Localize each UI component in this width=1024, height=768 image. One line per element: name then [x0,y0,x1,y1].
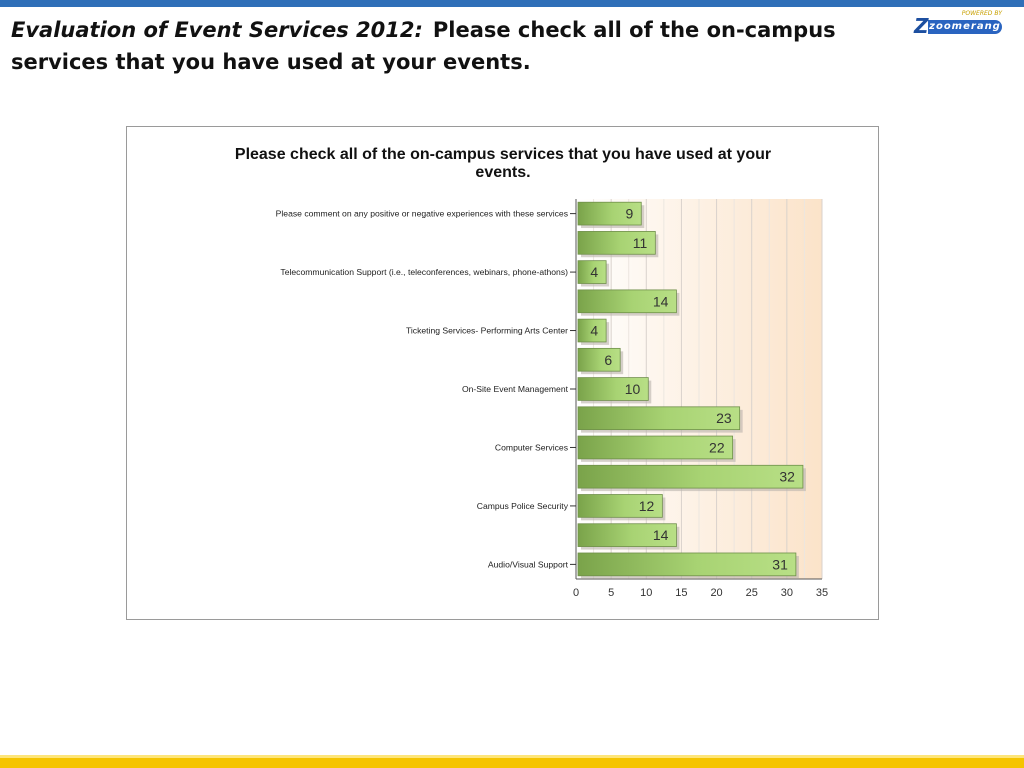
bar-value-label: 12 [639,498,655,514]
bar-value-label: 4 [590,264,598,280]
logo-mark: Z [914,14,929,38]
x-tick-label: 0 [573,587,579,599]
logo-tagline: POWERED BY [961,10,1002,17]
x-tick-label: 20 [710,587,722,599]
bar-value-label: 11 [633,235,648,251]
x-tick-label: 5 [608,587,614,599]
category-label: Please comment on any positive or negati… [276,209,568,219]
chart-title: Please check all of the on-campus servic… [235,146,771,181]
top-accent-bar [0,0,1024,7]
x-tick-label: 35 [816,587,828,599]
category-label: Ticketing Services- Performing Arts Cent… [406,326,568,336]
bar [577,523,677,547]
category-label: Telecommunication Support (i.e., telecon… [280,267,568,277]
bar [577,318,607,343]
bar [577,289,677,314]
bar [577,435,734,460]
bar-value-label: 31 [772,556,788,572]
bar-value-label: 4 [590,323,598,339]
slide-title-rest: Please check all of the on-campus servic… [11,18,836,74]
bar-chart: Please check all of the on-campus servic… [235,146,828,599]
x-tick-label: 25 [746,587,758,599]
logo-wordmark: zoomerang [928,20,1002,34]
bottom-accent-bar [0,755,1024,768]
slide-title: Evaluation of Event Services 2012: Please… [11,14,891,78]
bar [577,494,663,518]
bar [577,347,621,372]
bar-value-label: 9 [625,206,633,222]
bar-value-label: 22 [709,439,725,455]
bar [577,406,741,431]
bar [577,260,607,284]
x-tick-label: 30 [781,587,793,599]
zoomerang-logo: POWERED BY zoomerang Z [914,10,1004,38]
bar-value-label: 23 [716,410,732,426]
slide-title-lead: Evaluation of Event Services 2012: [11,18,423,42]
bar [577,464,804,489]
bar-value-label: 14 [653,527,669,543]
chart-frame: Please check all of the on-campus servic… [126,126,879,620]
category-label: Computer Services [495,442,568,452]
category-label: Audio/Visual Support [488,559,569,569]
x-tick-label: 15 [675,587,687,599]
bar-value-label: 32 [779,469,795,485]
bar-value-label: 14 [653,293,669,309]
bar-value-label: 10 [625,381,641,397]
category-label: On-Site Event Management [462,384,569,394]
bar [577,552,797,577]
category-label: Campus Police Security [477,501,569,511]
bar [577,201,642,226]
bar [577,377,649,401]
bar [577,231,656,255]
x-tick-label: 10 [640,587,652,599]
bar-value-label: 6 [604,352,612,368]
